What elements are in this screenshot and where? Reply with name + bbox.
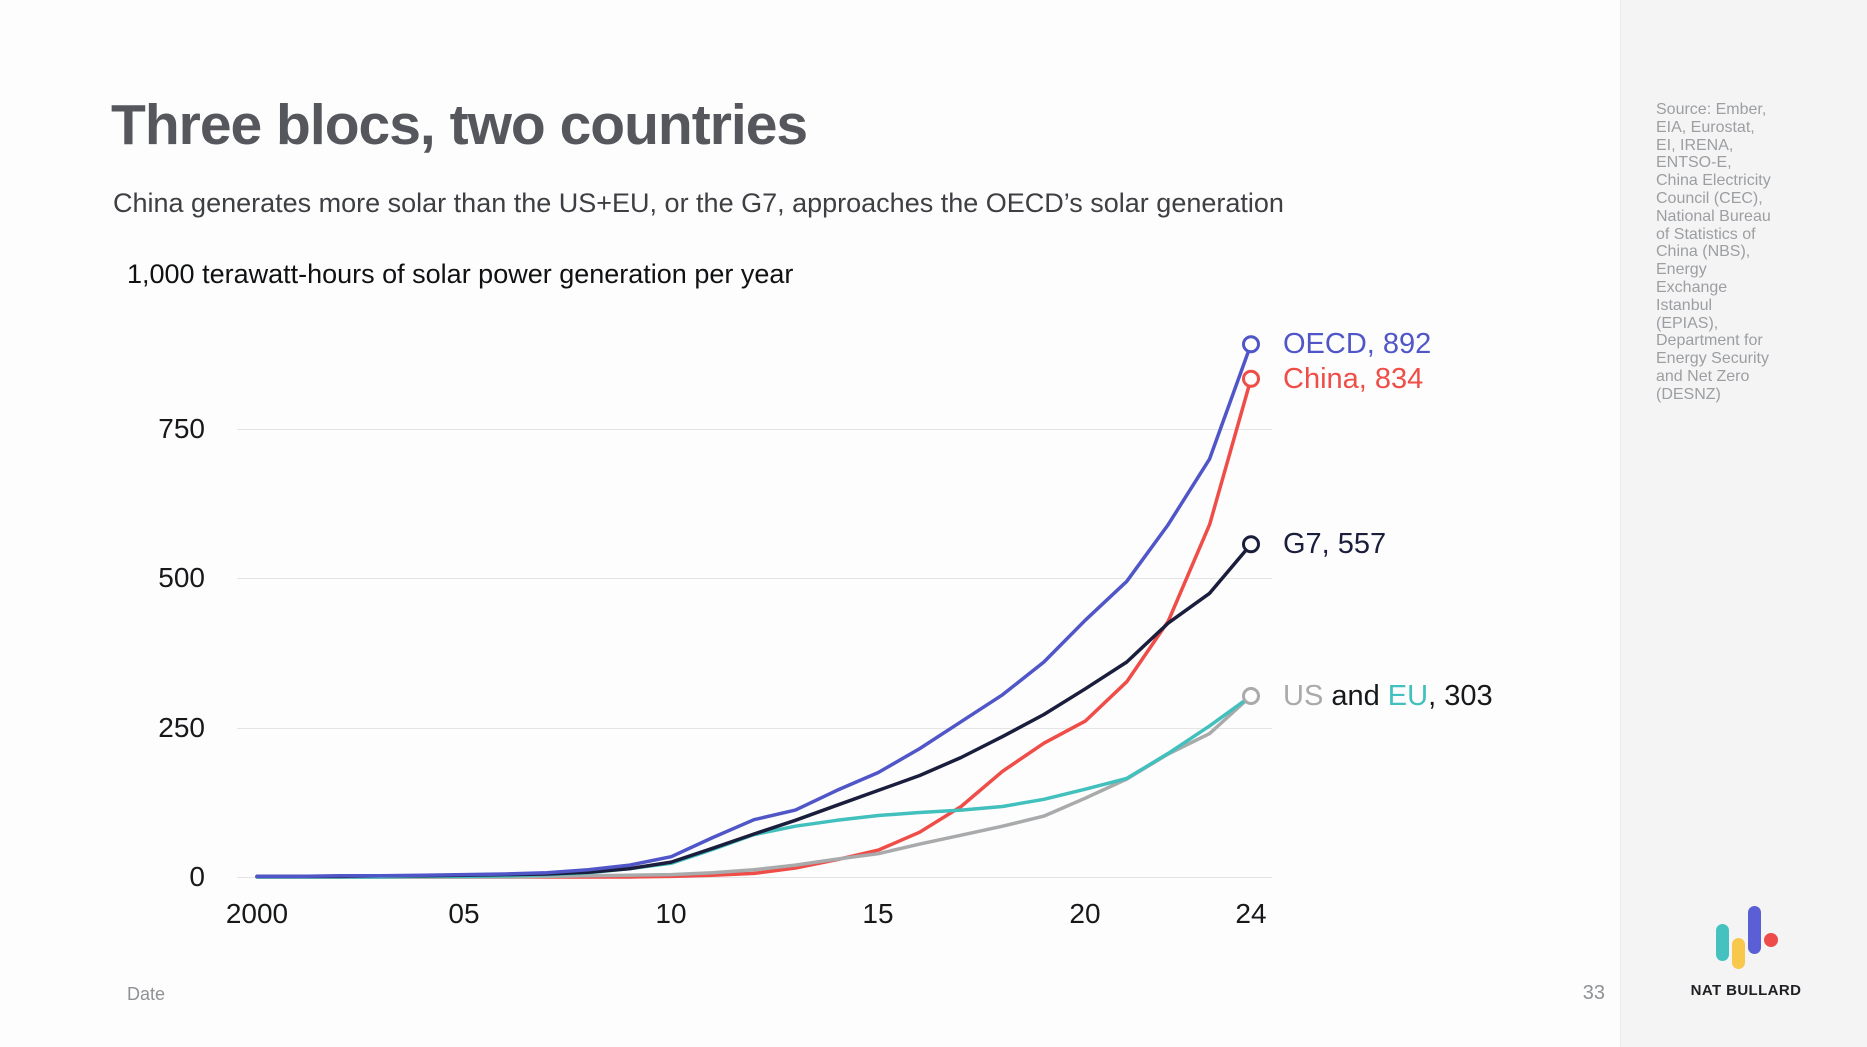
series-end-label-part: G7, 557 [1283,528,1387,560]
slide: Three blocs, two countries China generat… [111,93,1605,1004]
logo-dot-red-icon [1764,933,1778,947]
logo-wordmark: NAT BULLARD [1690,982,1802,999]
nat-bullard-logo: NAT BULLARD [1691,900,1801,1010]
x-tick-label-15: 15 [862,898,894,929]
x-tick-label-05: 05 [448,898,480,929]
series-end-label: G7, 557 [1283,525,1386,563]
logo-bar-yellow-icon [1732,938,1745,969]
series-line-g7 [255,542,1253,879]
chart-lines-svg [255,335,1260,879]
series-end-label-part: US [1283,680,1324,712]
end-marker-us [1242,687,1260,705]
logo-bar-teal-icon [1716,924,1729,961]
series-end-label-part: and [1323,680,1388,712]
x-tick-label-20: 20 [1069,898,1101,929]
end-marker-oecd [1242,335,1260,354]
sidebar: Source: Ember, EIA, Eurostat, EI, IRENA,… [1620,0,1867,1047]
gridline-y-750 [237,429,1272,430]
series-line-oecd [255,342,1253,879]
series-end-label: China, 834 [1283,360,1423,398]
end-marker-china [1242,369,1260,388]
series-end-label-part: , 303 [1428,680,1493,712]
series-end-label: US and EU, 303 [1283,677,1493,715]
series-end-label-part: OECD, 892 [1283,328,1432,360]
gridline-y-0 [237,877,1272,878]
page-number: 33 [1582,982,1605,1004]
chart-units-label: 1,000 terawatt-hours of solar power gene… [127,259,794,289]
x-tick-label-2000: 2000 [225,898,289,929]
series-end-label-part: EU [1387,680,1429,712]
gridline-y-250 [237,728,1272,729]
y-tick-label-0: 0 [189,861,205,892]
gridline-y-500 [237,578,1272,579]
x-tick-label-10: 10 [655,898,687,929]
x-axis-title: Date [127,984,166,1004]
series-end-label: OECD, 892 [1283,325,1431,363]
x-tick-label-24: 24 [1235,898,1267,929]
source-attribution: Source: Ember, EIA, Eurostat, EI, IRENA,… [1656,101,1771,403]
y-tick-label-250: 250 [158,712,205,743]
line-chart: 0 250 500 750 2000 05 10 15 20 24 OECD, 892 China, … [158,325,1493,929]
y-tick-label-750: 750 [158,413,205,444]
logo-bar-indigo-icon [1748,906,1761,954]
series-line-eu [255,694,1253,879]
series-end-label-part: China, 834 [1283,363,1424,395]
page-title: Three blocs, two countries [111,93,808,157]
y-tick-label-500: 500 [158,562,205,593]
page-subtitle: China generates more solar than the US+E… [113,188,1284,218]
series-line-china [255,377,1253,879]
end-marker-g7 [1242,535,1260,554]
